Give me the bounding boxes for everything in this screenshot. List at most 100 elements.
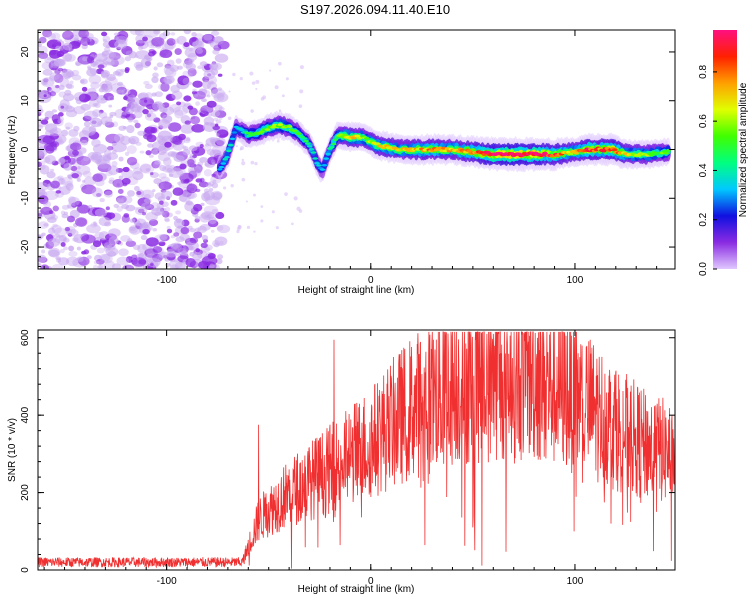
- noise-blob: [143, 30, 159, 38]
- noise-blob: [40, 77, 55, 88]
- noise-blob: [100, 97, 106, 101]
- noise-blob: [145, 56, 153, 62]
- noise-blob: [98, 216, 111, 227]
- noise-blob: [98, 263, 106, 269]
- noise-blob: [70, 165, 78, 172]
- noise-blob: [147, 143, 154, 148]
- noise-speck: [236, 229, 240, 234]
- spectrogram-ytick-label: -20: [20, 239, 31, 254]
- noise-speck: [260, 219, 264, 223]
- noise-blob: [92, 240, 102, 248]
- ridge-cell: [330, 142, 337, 146]
- snr-xlabel: Height of straight line (km): [298, 584, 415, 595]
- noise-blob: [161, 190, 173, 200]
- noise-blob: [38, 148, 48, 157]
- noise-blob: [213, 92, 229, 103]
- noise-speck: [239, 147, 243, 151]
- noise-blob: [95, 159, 102, 165]
- colorbar-ticks: 0.0 0.2 0.4 0.6 0.8: [698, 64, 717, 276]
- noise-blob: [176, 181, 182, 185]
- noise-blob: [116, 89, 125, 95]
- noise-blob: [194, 227, 201, 232]
- noise-blob: [216, 224, 224, 231]
- ridge-cell: [611, 148, 618, 152]
- noise-blob: [158, 181, 172, 191]
- snr-ylabel: SNR (10 * v/v): [7, 418, 18, 482]
- noise-blob: [68, 245, 74, 252]
- spectrogram-ytick-label: -10: [20, 191, 31, 206]
- noise-blob: [172, 135, 183, 145]
- noise-blob: [69, 80, 74, 85]
- noise-blob: [56, 38, 62, 43]
- noise-blob: [51, 109, 58, 113]
- noise-blob: [147, 110, 153, 115]
- noise-blob: [173, 258, 179, 263]
- noise-blob: [109, 177, 115, 182]
- noise-blob: [58, 234, 67, 242]
- noise-blob: [201, 192, 211, 202]
- noise-blob: [150, 262, 154, 267]
- noise-blob: [83, 121, 91, 128]
- noise-blob: [140, 202, 152, 210]
- noise-blob: [186, 156, 197, 167]
- noise-blob: [88, 99, 99, 108]
- spectrogram-xtick-label: 100: [567, 275, 584, 286]
- noise-blob: [164, 78, 172, 85]
- noise-blob: [168, 173, 174, 178]
- noise-blob: [195, 178, 203, 183]
- noise-speck: [235, 145, 238, 148]
- noise-blob: [53, 233, 61, 238]
- noise-blob: [62, 30, 74, 41]
- noise-blob: [52, 223, 58, 228]
- noise-blob: [107, 165, 119, 176]
- noise-blob: [48, 238, 61, 247]
- noise-blob: [215, 133, 220, 137]
- noise-blob: [173, 232, 180, 237]
- noise-blob: [68, 250, 78, 257]
- noise-blob: [188, 145, 198, 152]
- noise-blob: [110, 55, 125, 66]
- noise-blob: [192, 80, 203, 88]
- noise-blob: [137, 130, 146, 136]
- noise-blob: [142, 109, 149, 115]
- noise-blob: [188, 72, 193, 78]
- noise-blob: [188, 58, 195, 64]
- noise-speck: [241, 158, 245, 162]
- noise-blob: [212, 179, 217, 184]
- noise-blob: [102, 35, 111, 42]
- noise-blob: [65, 109, 78, 118]
- noise-speck: [255, 79, 260, 84]
- noise-blob: [126, 156, 138, 166]
- noise-blob: [53, 73, 64, 83]
- noise-blob: [207, 181, 215, 187]
- noise-blob: [173, 106, 188, 116]
- noise-blob: [68, 196, 76, 204]
- noise-blob: [90, 222, 98, 228]
- noise-blob: [192, 88, 197, 93]
- colorbar-tick-label: 0.4: [698, 163, 709, 177]
- ridge-cell: [264, 128, 271, 131]
- noise-blob: [63, 211, 68, 215]
- noise-blob: [183, 95, 192, 102]
- noise-blob: [87, 204, 93, 209]
- noise-blob: [91, 187, 103, 198]
- noise-blob: [98, 109, 104, 114]
- noise-blob: [38, 45, 48, 55]
- noise-blob: [170, 242, 179, 250]
- noise-blob: [213, 117, 219, 121]
- noise-blob: [65, 83, 73, 89]
- noise-blob: [143, 55, 151, 60]
- noise-blob: [152, 245, 163, 253]
- noise-blob: [183, 146, 189, 151]
- noise-blob: [184, 120, 192, 125]
- noise-blob: [120, 114, 128, 119]
- noise-blob: [59, 116, 65, 122]
- noise-blob: [214, 236, 228, 247]
- noise-blob: [140, 235, 148, 241]
- noise-blob: [146, 134, 157, 143]
- noise-blob: [66, 215, 76, 223]
- ridge-cell: [229, 137, 236, 141]
- noise-speck: [251, 81, 256, 85]
- noise-blob: [150, 171, 154, 176]
- noise-blob: [71, 173, 80, 179]
